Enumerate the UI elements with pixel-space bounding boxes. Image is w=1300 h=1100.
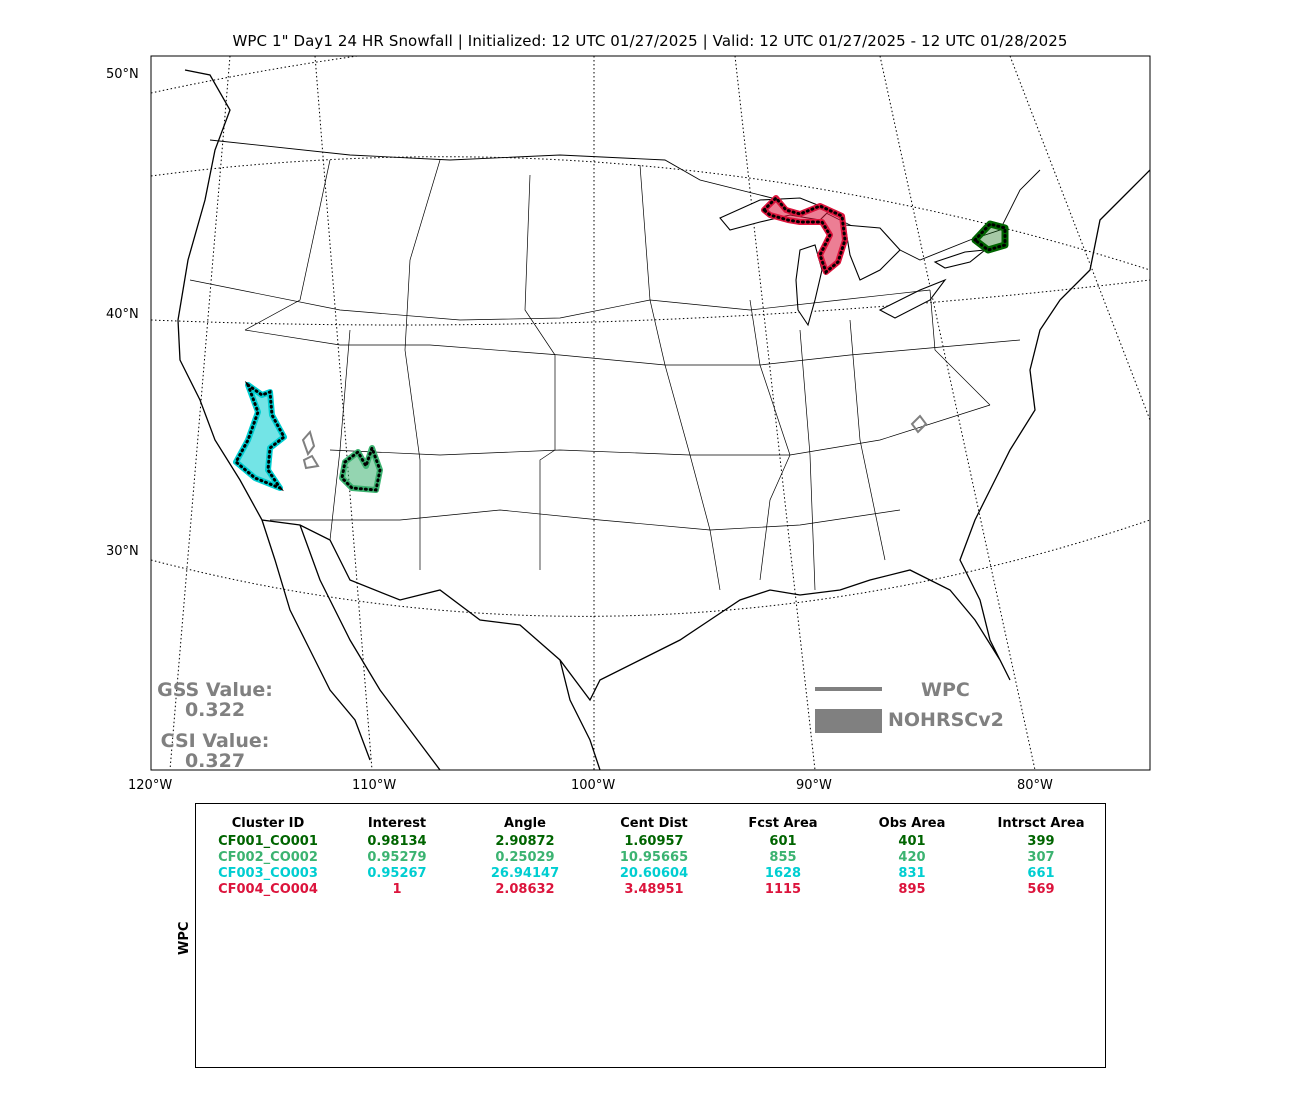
table-cell: CF003_CO003 xyxy=(218,866,318,881)
table-cell: 307 xyxy=(1027,850,1055,865)
legend-fill-symbol xyxy=(815,709,882,733)
table-cell: 10.95665 xyxy=(619,850,689,865)
table-cell: 420 xyxy=(898,850,926,865)
lat-label-30: 30°N xyxy=(106,544,139,559)
cluster-cf004 xyxy=(761,195,848,275)
lon-label-80: 80°W xyxy=(1017,778,1053,793)
state-lines xyxy=(189,159,1021,591)
cluster-cf003 xyxy=(233,380,287,492)
cluster-cf002 xyxy=(339,443,383,493)
header-cluster-id: Cluster ID xyxy=(231,816,305,831)
table-cell: 399 xyxy=(1027,834,1055,849)
csi-value: 0.327 xyxy=(184,750,246,772)
lake-michigan xyxy=(795,244,823,327)
header-intrsct-area: Intrsct Area xyxy=(997,816,1085,831)
gss-label: GSS Value: xyxy=(157,679,273,701)
lon-line-70w xyxy=(1009,56,1150,421)
us-outline xyxy=(177,69,1150,702)
unmatched-outline-nevada xyxy=(301,429,320,470)
table-cell: 2.08632 xyxy=(495,882,555,897)
lon-line-110w xyxy=(314,56,373,770)
header-angle: Angle xyxy=(504,816,546,831)
lat-label-50: 50°N xyxy=(106,67,139,82)
lake-huron xyxy=(844,224,901,281)
table-cell: CF004_CO004 xyxy=(218,882,318,897)
table-cell: 855 xyxy=(769,850,797,865)
lon-line-80w xyxy=(879,56,1036,770)
table-cell: 20.60604 xyxy=(619,866,689,881)
lon-label-100: 100°W xyxy=(571,778,616,793)
header-cent-dist: Cent Dist xyxy=(620,816,688,831)
table-cell: 2.90872 xyxy=(495,834,555,849)
lake-erie xyxy=(878,278,947,319)
table-cell: 0.95279 xyxy=(367,850,427,865)
table-cell: CF002_CO002 xyxy=(218,850,318,865)
header-fcst-area: Fcst Area xyxy=(748,816,818,831)
table-cell: 569 xyxy=(1027,882,1055,897)
table-cell: 895 xyxy=(898,882,926,897)
table-cell: 1115 xyxy=(764,882,802,897)
gss-value: 0.322 xyxy=(184,699,246,721)
table-cell: 661 xyxy=(1027,866,1055,881)
legend-line-label: WPC xyxy=(921,679,970,701)
table-cell: 401 xyxy=(898,834,926,849)
lat-line-35n xyxy=(151,519,1150,617)
table-cell: 1.60957 xyxy=(624,834,684,849)
table-cell: 1628 xyxy=(764,866,802,881)
table-cell: 3.48951 xyxy=(624,882,684,897)
table-cell: CF001_CO001 xyxy=(218,834,318,849)
header-interest: Interest xyxy=(367,816,427,831)
csi-label: CSI Value: xyxy=(160,730,270,752)
lon-line-120w xyxy=(169,56,231,770)
lake-ontario xyxy=(933,249,987,269)
lon-label-120: 120°W xyxy=(128,778,173,793)
table-cell: 1 xyxy=(392,882,402,897)
table-cell: 601 xyxy=(769,834,797,849)
legend-fill-label: NOHRSCv2 xyxy=(888,709,1004,731)
table-cell: 26.94147 xyxy=(490,866,560,881)
header-obs-area: Obs Area xyxy=(878,816,946,831)
table-cell: 0.95267 xyxy=(367,866,427,881)
unmatched-outline-tennessee xyxy=(910,414,928,434)
stats-table xyxy=(195,803,1106,1068)
map xyxy=(150,55,1151,771)
table-side-label: WPC xyxy=(177,921,192,955)
cluster-cf001 xyxy=(971,220,1009,254)
lon-label-90: 90°W xyxy=(796,778,832,793)
chart-title: WPC 1" Day1 24 HR Snowfall | Initialized… xyxy=(232,32,1068,50)
lat-line-50n xyxy=(151,56,1150,94)
lat-label-40: 40°N xyxy=(106,307,139,322)
table-cell: 831 xyxy=(898,866,926,881)
mexico-outline xyxy=(261,519,601,770)
map-frame xyxy=(150,55,1151,771)
lon-label-110: 110°W xyxy=(352,778,397,793)
table-cell: 0.98134 xyxy=(367,834,427,849)
table-cell: 0.25029 xyxy=(495,850,555,865)
